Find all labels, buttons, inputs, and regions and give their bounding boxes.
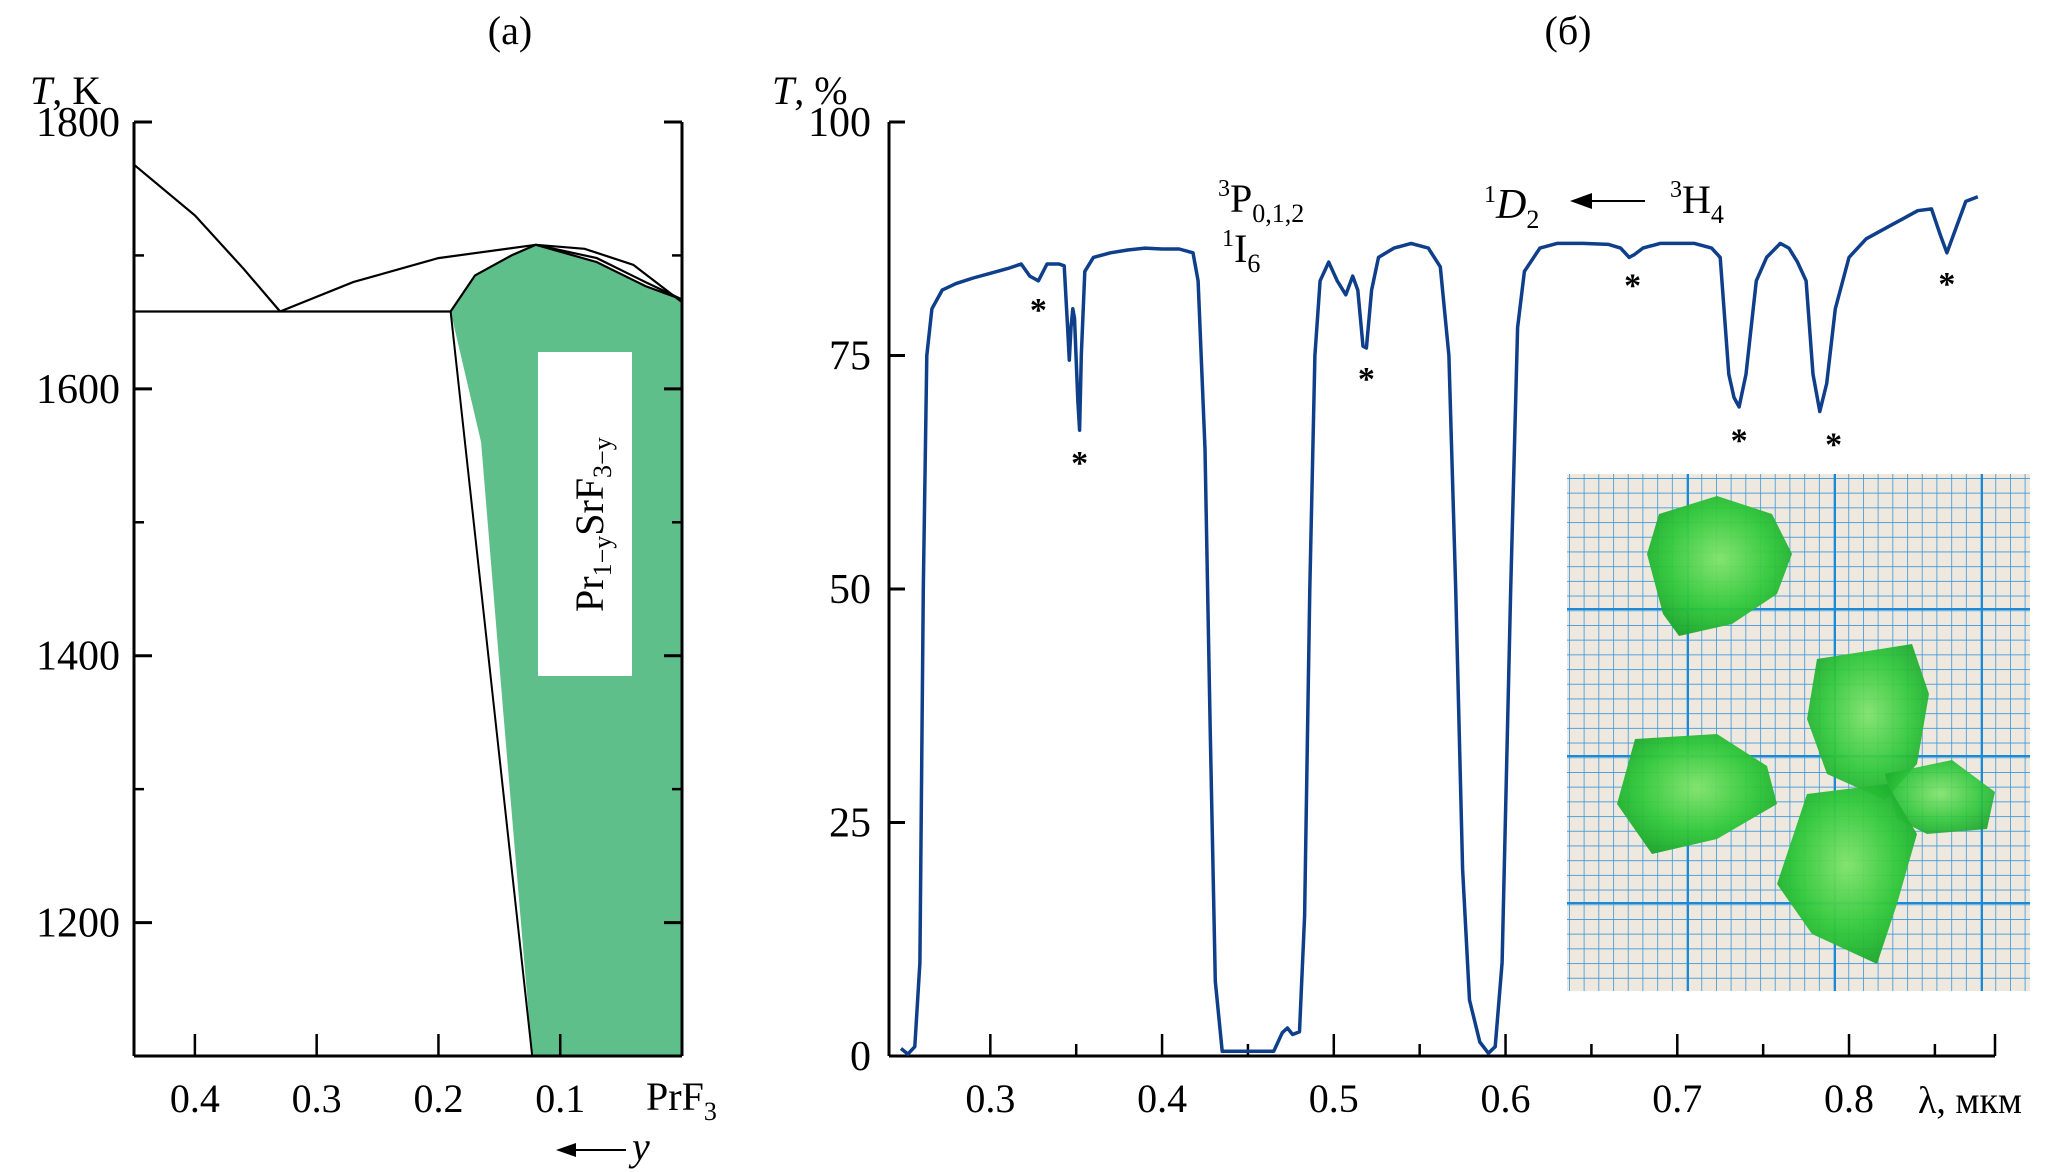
x-tick-label: 0.6 [1481, 1076, 1531, 1121]
crystal-fragment [1777, 784, 1917, 964]
asterisk-marker: * [1624, 268, 1641, 305]
asterisk-marker: * [1825, 426, 1842, 463]
y-tick-label: 50 [829, 567, 871, 613]
crystal-photo [1567, 474, 2030, 991]
crystal-fragment [1647, 496, 1792, 636]
annotation-3H4: 3H4 [1670, 177, 1724, 229]
x-tick-label: 0.8 [1824, 1076, 1874, 1121]
x-tick-label: 0.3 [292, 1076, 342, 1121]
phase-label: Pr1−ySrF3−y [567, 437, 617, 612]
transmission-line [899, 195, 1979, 1056]
panel-a: Pr1−ySrF3−y 1200 1400 1600 1800 0.4 0.3 0.2 0.1… [30, 8, 717, 1169]
x-axis-title: y [556, 1124, 650, 1169]
annotation-1I6: 1I6 [1222, 226, 1260, 278]
annotation-3P012: 3P0,1,2 [1218, 176, 1304, 228]
asterisk-marker: * [1358, 361, 1375, 398]
panel-b: 0 25 50 75 100 0.3 0.4 0.5 0.6 0.7 0.8 * * * * * * * (б)… [772, 8, 2022, 1122]
y-tick-label: 25 [829, 801, 871, 847]
arrow-head-icon [556, 1143, 576, 1157]
ticks: 0 25 50 75 100 0.3 0.4 0.5 0.6 0.7 0.8 [808, 100, 1937, 1121]
asterisk-marker: * [1938, 266, 1955, 303]
y-tick-label: 1600 [36, 367, 120, 413]
crystal-fragment [1885, 760, 1995, 834]
y-axis-title: T, K [30, 68, 101, 113]
solidus-lower-edge [449, 311, 534, 1057]
phase-boundary-lines [133, 163, 683, 313]
axes-frame [132, 122, 684, 1058]
x-end-label: PrF3 [646, 1074, 717, 1126]
y-tick-label: 1200 [36, 901, 120, 947]
x-tick-label: 0.7 [1652, 1076, 1702, 1121]
x-tick-label: 0.2 [413, 1076, 463, 1121]
arrow-left-icon [1570, 193, 1592, 209]
y-tick-label: 1800 [36, 100, 120, 146]
asterisk-marker: * [1030, 292, 1047, 329]
solidus-upper [535, 243, 683, 301]
y-tick-label: 75 [829, 334, 871, 380]
panel-label: (a) [488, 8, 532, 53]
crystal-photo-inset [1567, 474, 2030, 991]
absorption-markers: * * * * * * * [1030, 266, 1956, 482]
x-tick-label: 0.5 [1309, 1076, 1359, 1121]
x-axis-title: λ, мкм [1918, 1080, 2022, 1122]
liquidus-left [133, 163, 281, 313]
x-tick-label: 0.4 [1137, 1076, 1187, 1121]
crystal-fragment [1617, 734, 1777, 854]
panel-label: (б) [1545, 8, 1592, 53]
solid-solution-boundary [449, 243, 683, 313]
asterisk-marker: * [1731, 423, 1748, 460]
x-axis-variable: y [628, 1124, 650, 1169]
annotation-1D2: 1D2 [1484, 182, 1539, 234]
phase-label-box [538, 352, 632, 676]
y-tick-label: 1400 [36, 634, 120, 680]
x-tick-label: 0.4 [170, 1076, 220, 1121]
x-tick-label: 0.1 [535, 1076, 585, 1121]
y-tick-label: 100 [808, 100, 871, 146]
crystal-fragment [1807, 644, 1929, 800]
y-axis-title: T, % [772, 68, 848, 113]
y-tick-label: 0 [850, 1034, 871, 1080]
asterisk-marker: * [1071, 445, 1088, 482]
ticks: 1200 1400 1600 1800 0.4 0.3 0.2 0.1 [36, 100, 682, 1121]
x-tick-label: 0.3 [965, 1076, 1015, 1121]
